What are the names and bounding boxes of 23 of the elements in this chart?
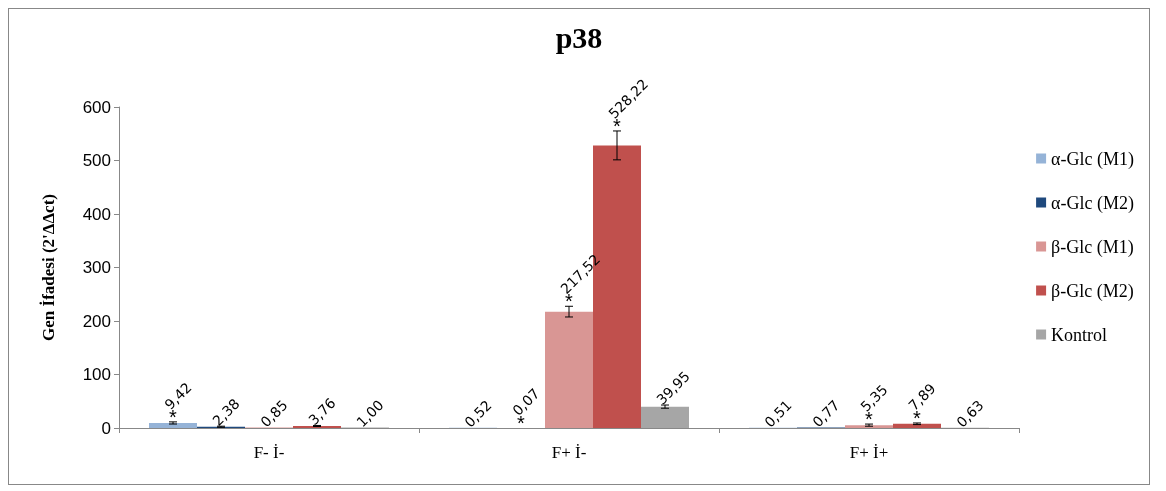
y-axis-title: Gen İfadesi (2'ΔΔct) (39, 194, 58, 341)
bar (149, 422, 197, 428)
y-tick-label: 300 (82, 258, 111, 277)
y-tick-label: 500 (82, 151, 111, 170)
y-tick-label: 600 (82, 97, 111, 117)
bar (641, 406, 689, 428)
y-tick-label: 0 (101, 418, 111, 438)
x-tick-label: F- İ- (253, 443, 285, 462)
legend-label: α-Glc (M2) (1051, 192, 1135, 214)
x-tick-label: F+ İ- (551, 443, 587, 462)
bar (293, 425, 341, 428)
y-tick-label: 100 (82, 365, 111, 384)
x-tick-label: F+ İ+ (849, 443, 889, 462)
bar (545, 311, 593, 428)
chart-title: p38 (555, 20, 603, 54)
legend-label: Kontrol (1051, 324, 1108, 345)
legend-label: α-Glc (M1) (1051, 148, 1135, 170)
bar (845, 425, 893, 428)
y-tick-label: 400 (82, 204, 111, 224)
legend-label: β-Glc (M2) (1051, 280, 1134, 302)
legend-label: β-Glc (M1) (1051, 236, 1134, 258)
y-tick-label: 200 (82, 311, 111, 331)
bar (893, 423, 941, 428)
